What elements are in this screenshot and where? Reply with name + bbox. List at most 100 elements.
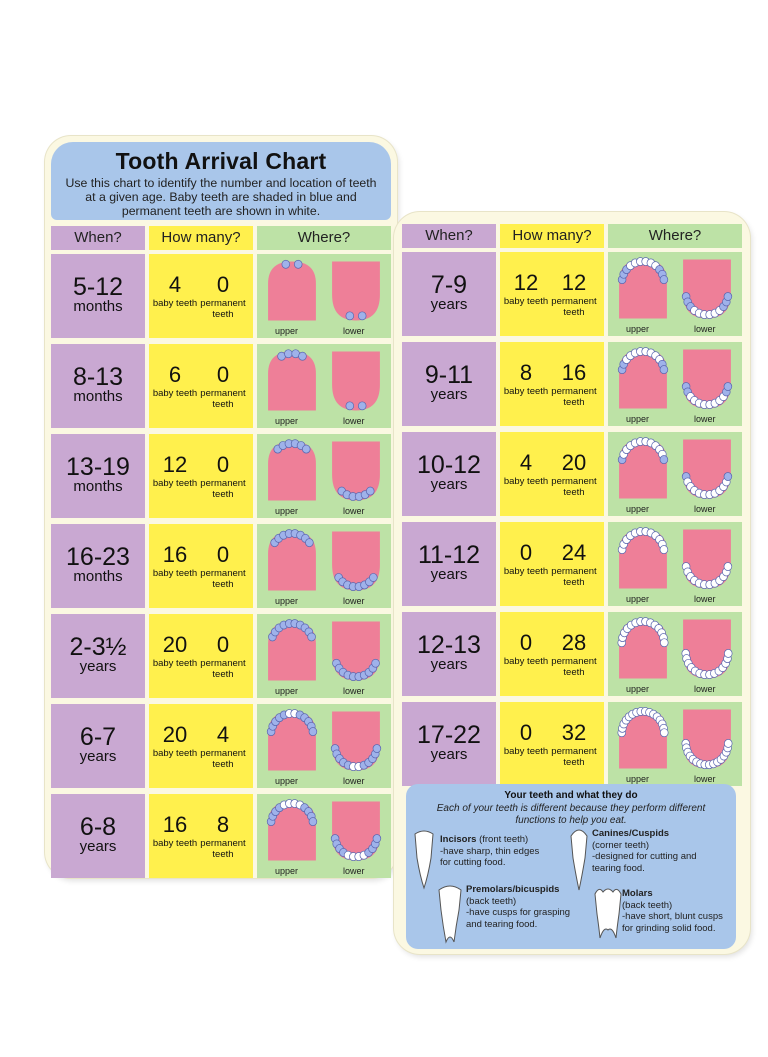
upper-jaw-diagram — [617, 707, 669, 769]
upper-gum — [619, 349, 667, 409]
where-cell: upper lower — [257, 344, 391, 428]
baby-label: baby teeth — [503, 476, 549, 487]
baby-count: 0 — [519, 720, 533, 745]
baby-tooth — [345, 311, 355, 321]
upper-label: upper — [275, 326, 299, 336]
upper-jaw-diagram — [268, 529, 316, 591]
how-many-cell: 16 baby teeth 0 permanent teeth — [149, 524, 253, 608]
permanent-count: 16 — [561, 360, 587, 385]
upper-gum — [268, 621, 316, 681]
lower-jaw-diagram — [332, 621, 380, 682]
age-range: 11-12 — [417, 541, 481, 569]
premolars-text: Premolars/bicuspids (back teeth) -have c… — [466, 884, 570, 930]
upper-label: upper — [275, 776, 299, 786]
upper-gum — [268, 441, 316, 501]
baby-tooth — [659, 455, 669, 465]
how-many-cell: 0 baby teeth 32 permanent teeth — [500, 702, 604, 786]
permanent-label: permanent teeth — [200, 658, 246, 680]
header-where: Where? — [608, 224, 742, 248]
permanent-label: permanent teeth — [200, 478, 246, 500]
incisors-line2: for cutting food. — [440, 857, 506, 868]
lower-jaw-diagram — [332, 351, 380, 411]
lower-label: lower — [343, 866, 365, 876]
age-unit: years — [79, 838, 117, 855]
how-many-cell: 4 baby teeth 0 permanent teeth — [149, 254, 253, 338]
baby-tooth — [357, 311, 367, 321]
upper-jaw-diagram — [268, 439, 316, 501]
baby-count: 8 — [519, 360, 533, 385]
permanent-count: 0 — [216, 632, 230, 657]
when-cell: 5-12 months — [51, 254, 145, 338]
permanent-tooth — [724, 648, 733, 658]
how-many-cell: 12 baby teeth 12 permanent teeth — [500, 252, 604, 336]
molars-name: Molars — [622, 888, 653, 899]
upper-label: upper — [626, 684, 650, 694]
lower-gum — [332, 711, 380, 771]
permanent-count: 0 — [216, 542, 230, 567]
baby-label: baby teeth — [503, 746, 549, 757]
permanent-label: permanent teeth — [200, 838, 246, 860]
chart-card-left: Tooth Arrival Chart Use this chart to id… — [45, 136, 397, 878]
baby-label: baby teeth — [503, 656, 549, 667]
chart-card-right: When? How many? Where? 7-9 years 12 baby te… — [394, 212, 750, 954]
upper-jaw-diagram — [617, 527, 669, 589]
lower-jaw-diagram — [332, 261, 380, 321]
permanent-tooth — [659, 545, 669, 555]
lower-label: lower — [694, 414, 716, 424]
upper-jaw-diagram — [268, 349, 316, 411]
lower-label: lower — [343, 596, 365, 606]
how-many-cell: 6 baby teeth 0 permanent teeth — [149, 344, 253, 428]
info-subtitle: Each of your teeth is different because … — [436, 803, 706, 826]
upper-jaw-diagram — [266, 709, 318, 771]
permanent-tooth — [724, 738, 733, 748]
baby-tooth — [369, 573, 378, 582]
upper-jaw-diagram — [268, 259, 316, 321]
upper-gum — [619, 709, 667, 769]
permanent-tooth — [660, 638, 669, 648]
baby-count: 20 — [162, 722, 188, 747]
lower-label: lower — [343, 686, 365, 696]
age-unit: months — [73, 388, 123, 405]
baby-count: 12 — [513, 270, 539, 295]
baby-tooth — [371, 658, 380, 668]
upper-gum — [619, 619, 667, 679]
how-many-cell: 8 baby teeth 16 permanent teeth — [500, 342, 604, 426]
when-cell: 9-11 years — [402, 342, 496, 426]
lower-gum — [683, 439, 731, 499]
lower-jaw-diagram — [681, 709, 733, 770]
baby-label: baby teeth — [503, 386, 549, 397]
lower-jaw-diagram — [330, 711, 382, 772]
upper-jaw-diagram — [268, 619, 316, 681]
premolars-line1: -have cusps for grasping — [466, 907, 571, 918]
age-unit: months — [73, 478, 123, 495]
baby-tooth — [345, 401, 355, 411]
age-unit: years — [430, 566, 468, 583]
age-unit: years — [79, 658, 117, 675]
upper-jaw-diagram — [617, 347, 669, 409]
permanent-count: 24 — [561, 540, 587, 565]
lower-jaw-diagram — [681, 529, 733, 590]
permanent-count: 0 — [216, 362, 230, 387]
baby-count: 16 — [162, 542, 188, 567]
age-range: 12-13 — [417, 631, 481, 659]
upper-jaw-diagram — [617, 437, 669, 499]
where-cell: upper lower — [608, 612, 742, 696]
lower-gum — [332, 441, 380, 501]
age-unit: years — [430, 476, 468, 493]
header-how-many: How many? — [500, 224, 604, 248]
incisor-icon — [414, 830, 434, 890]
how-many-cell: 12 baby teeth 0 permanent teeth — [149, 434, 253, 518]
header-when: When? — [402, 224, 496, 248]
age-unit: months — [73, 568, 123, 585]
where-cell: upper lower — [257, 794, 391, 878]
baby-tooth — [298, 351, 307, 361]
age-unit: years — [79, 748, 117, 765]
lower-label: lower — [694, 324, 716, 334]
baby-tooth — [723, 292, 733, 301]
lower-label: lower — [694, 594, 716, 604]
baby-count: 0 — [519, 540, 533, 565]
permanent-count: 0 — [216, 272, 230, 297]
baby-tooth — [723, 382, 733, 391]
age-unit: years — [430, 386, 468, 403]
header-how-many: How many? — [149, 226, 253, 250]
